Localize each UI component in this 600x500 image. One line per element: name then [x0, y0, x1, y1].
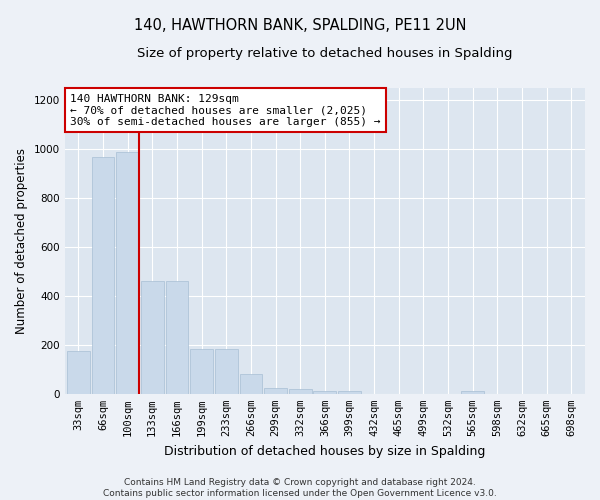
Text: 140 HAWTHORN BANK: 129sqm
← 70% of detached houses are smaller (2,025)
30% of se: 140 HAWTHORN BANK: 129sqm ← 70% of detac… [70, 94, 381, 127]
Bar [141, 282, 164, 394]
Title: Size of property relative to detached houses in Spalding: Size of property relative to detached ho… [137, 48, 512, 60]
Bar [289, 389, 311, 394]
Text: 140, HAWTHORN BANK, SPALDING, PE11 2UN: 140, HAWTHORN BANK, SPALDING, PE11 2UN [134, 18, 466, 32]
Bar [461, 390, 484, 394]
Bar [313, 390, 336, 394]
Bar [92, 156, 114, 394]
Text: Contains HM Land Registry data © Crown copyright and database right 2024.
Contai: Contains HM Land Registry data © Crown c… [103, 478, 497, 498]
Y-axis label: Number of detached properties: Number of detached properties [15, 148, 28, 334]
Bar [67, 351, 89, 394]
Bar [239, 374, 262, 394]
Bar [190, 348, 213, 394]
Bar [215, 348, 238, 394]
X-axis label: Distribution of detached houses by size in Spalding: Distribution of detached houses by size … [164, 444, 485, 458]
Bar [116, 152, 139, 394]
Bar [264, 388, 287, 394]
Bar [166, 282, 188, 394]
Bar [338, 392, 361, 394]
